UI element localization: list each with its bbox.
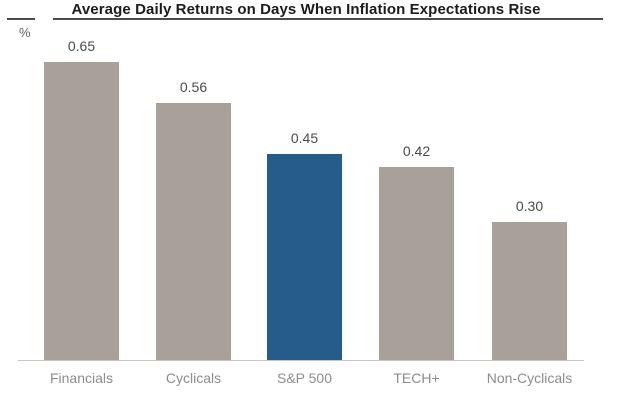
chart-title: Average Daily Returns on Days When Infla… (71, 1, 541, 18)
category-label: Financials (49, 370, 114, 386)
bar-value-label: 0.65 (67, 38, 96, 54)
category-label: Non-Cyclicals (486, 370, 573, 386)
title-rule-left-segment (7, 18, 35, 20)
title-rule (53, 18, 603, 20)
bar-value-label: 0.30 (515, 198, 544, 214)
bar-value-label: 0.56 (179, 79, 208, 95)
category-label: S&P 500 (276, 370, 332, 386)
x-axis-line (18, 360, 584, 361)
bar-non-cyclicals (492, 222, 567, 360)
bar-value-label: 0.45 (290, 130, 319, 146)
y-axis-unit-label: % (19, 25, 31, 40)
bar-tech- (379, 167, 454, 360)
bar-value-label: 0.42 (402, 143, 431, 159)
category-label: Cyclicals (165, 370, 222, 386)
bar-cyclicals (156, 103, 231, 360)
bar-s-p-500 (267, 154, 342, 360)
category-label: TECH+ (393, 370, 440, 386)
bar-financials (44, 62, 119, 360)
